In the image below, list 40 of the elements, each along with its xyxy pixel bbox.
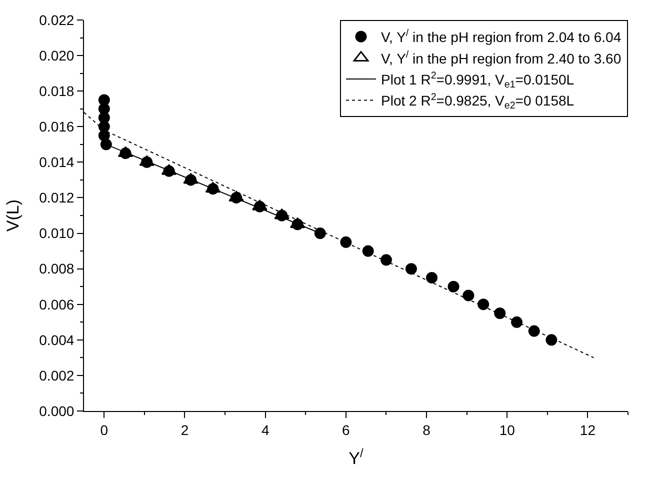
x-tick-label: 8 xyxy=(422,422,431,438)
x-tick-label: 12 xyxy=(580,422,596,438)
legend-label: V, Y$^{/}$ in the pH region from 2.04 to 6.04 xyxy=(381,28,622,46)
point xyxy=(100,138,112,150)
point xyxy=(478,298,490,310)
legend-label: V, Y$^{/}$ in the pH region from 2.40 to 3.60 xyxy=(381,49,622,66)
point xyxy=(340,236,352,248)
x-axis-title: Y$^{/}$ xyxy=(348,446,364,468)
x-tick-label: 0 xyxy=(100,422,108,438)
point xyxy=(462,290,474,302)
y-tick-label: 0.012 xyxy=(39,190,74,206)
point xyxy=(380,254,392,266)
point xyxy=(494,308,506,319)
y-tick-label: 0.002 xyxy=(39,367,74,384)
y-tick-label: 0.000 xyxy=(39,402,74,419)
point xyxy=(362,245,374,257)
y-tick-label: 0.008 xyxy=(39,260,74,277)
y-tick-label: 0.006 xyxy=(39,296,74,312)
point xyxy=(426,272,438,284)
legend-label: Plot 1 R$^{2}$=0.9991, V$_{e1}$=0.0150L xyxy=(381,70,574,90)
y-axis-title: V(L) xyxy=(4,199,23,232)
x-tick-label: 6 xyxy=(342,422,350,438)
point xyxy=(528,325,540,337)
point xyxy=(314,228,326,240)
legend-label: Plot 2 R$^{2}$=0.9825, V$_{e2}$=0 0158L xyxy=(381,92,574,112)
point xyxy=(98,112,110,124)
y-tick-label: 0.018 xyxy=(39,82,74,99)
y-tick-label: 0.020 xyxy=(39,47,74,64)
x-tick-label: 4 xyxy=(261,422,270,438)
y-tick-label: 0.014 xyxy=(39,154,74,170)
y-tick-label: 0.016 xyxy=(39,118,74,135)
x-tick-label: 10 xyxy=(499,422,516,438)
point xyxy=(405,263,417,275)
y-tick-label: 0.010 xyxy=(39,225,74,242)
point xyxy=(448,280,460,292)
y-tick-label: 0.004 xyxy=(39,332,74,348)
y-tick-label: 0.022 xyxy=(39,12,74,28)
point xyxy=(511,316,523,328)
point xyxy=(546,334,558,346)
x-tick-label: 2 xyxy=(180,422,189,438)
